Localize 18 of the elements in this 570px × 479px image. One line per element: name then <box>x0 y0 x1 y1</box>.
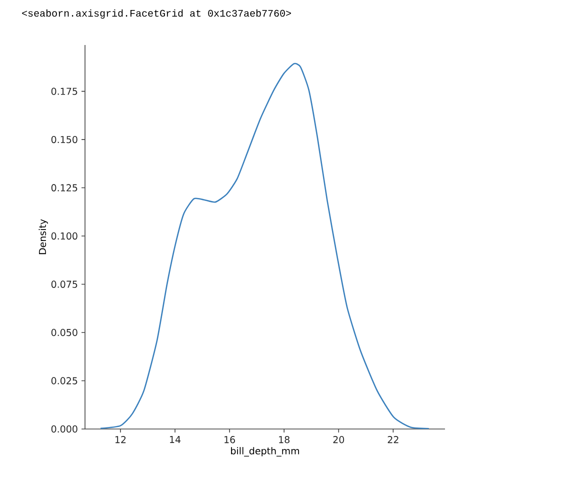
x-tick-label: 16 <box>224 436 235 444</box>
x-axis-title: bill_depth_mm <box>231 447 300 457</box>
x-tick-label: 12 <box>115 436 126 444</box>
y-tick-label: 0.050 <box>51 328 78 336</box>
y-tick-label: 0.125 <box>51 184 78 192</box>
y-tick-label: 0.150 <box>51 136 78 144</box>
y-tick-label: 0.075 <box>51 280 78 288</box>
x-tick-label: 18 <box>279 436 290 444</box>
y-tick-label: 0.000 <box>51 425 78 433</box>
x-tick-label: 22 <box>388 436 398 444</box>
x-tick-label: 20 <box>333 436 344 444</box>
y-axis-title: Density <box>38 219 48 254</box>
line-series <box>100 63 430 429</box>
text: <seaborn.axisgrid.FacetGrid at 0x1c37aeb7760> <box>22 9 291 19</box>
y-tick-label: 0.100 <box>51 232 78 240</box>
y-tick-label: 0.175 <box>51 88 78 95</box>
y-tick-label: 0.025 <box>51 377 78 384</box>
x-tick-label: 14 <box>170 436 181 443</box>
